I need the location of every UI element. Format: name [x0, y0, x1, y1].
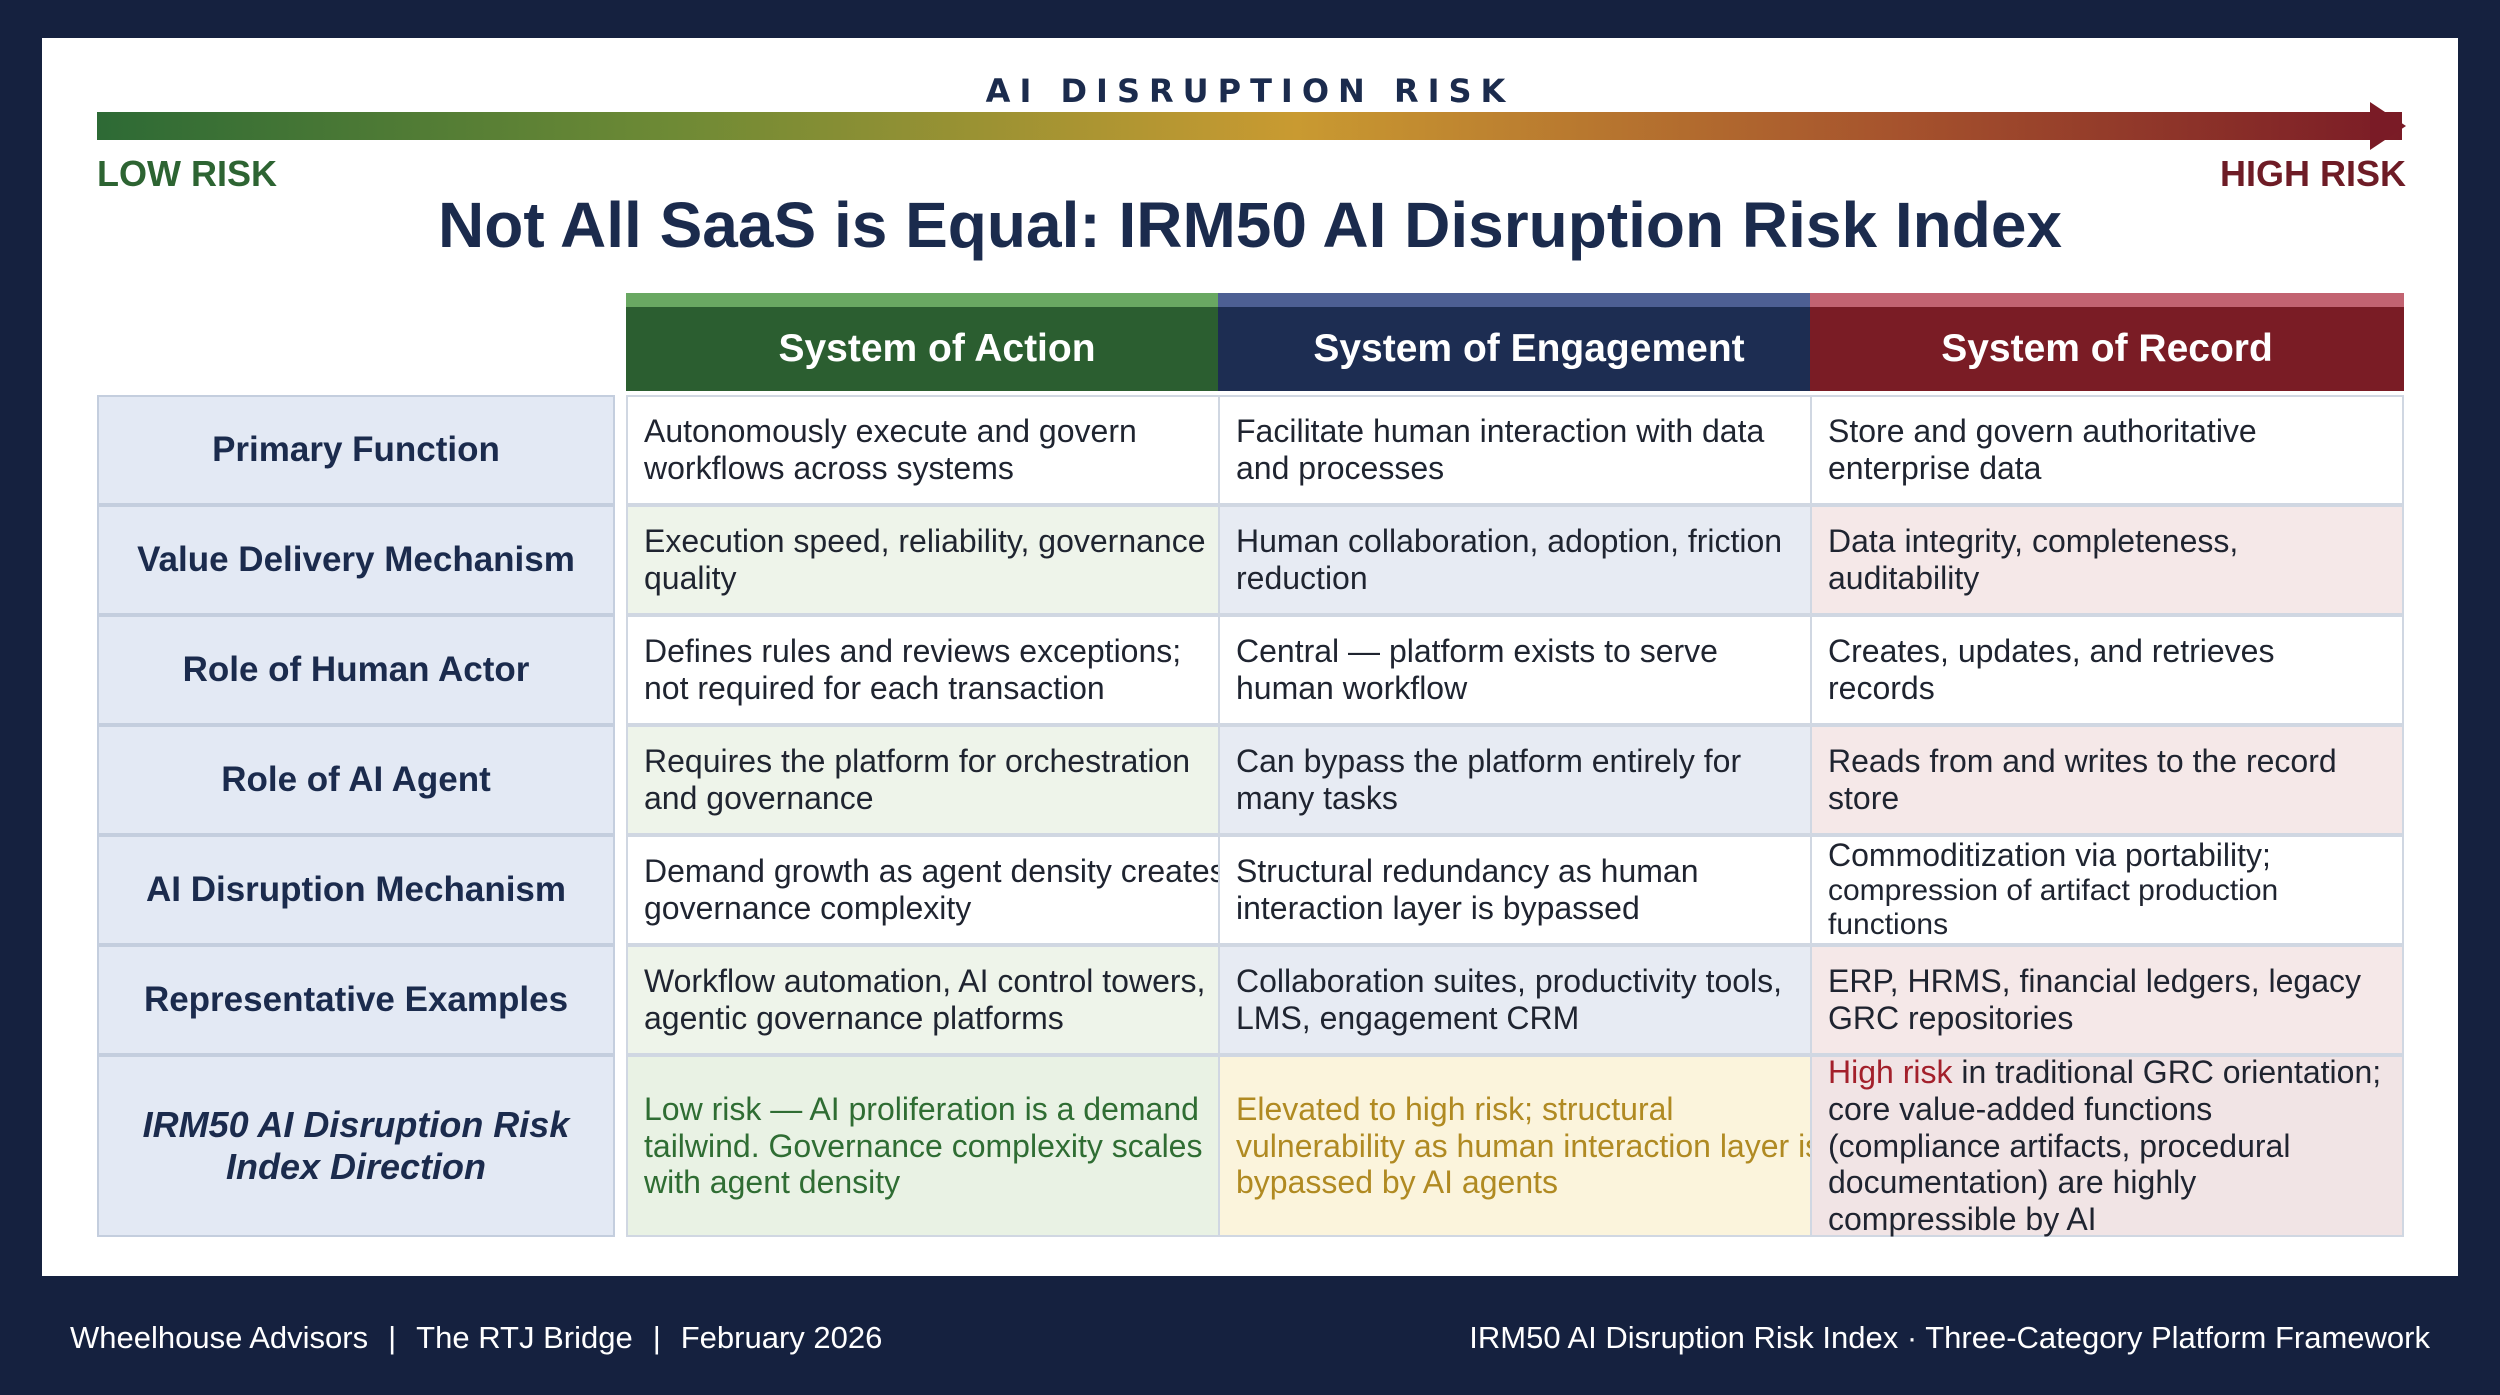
table-cell: Reads from and writes to the record stor…	[1810, 725, 2404, 835]
table-cell: Facilitate human interaction with data a…	[1218, 395, 1840, 505]
column-accent-band	[1810, 293, 2404, 307]
column-header-record: System of Record	[1810, 293, 2404, 391]
footer-separator: |	[652, 1320, 661, 1355]
row-label-disruption-mechanism: AI Disruption Mechanism	[97, 835, 615, 945]
framework-card: AI DISRUPTION RISK LOW RISK HIGH RISK No…	[42, 38, 2458, 1276]
table-cell: Creates, updates, and retrieves records	[1810, 615, 2404, 725]
table-cell: High risk in traditional GRC orientation…	[1810, 1054, 2404, 1238]
high-risk-highlight: High risk	[1828, 1054, 1953, 1091]
table-cell: Autonomously execute and govern workflow…	[626, 395, 1248, 505]
low-risk-label: LOW RISK	[97, 153, 277, 194]
column-header-label: System of Engagement	[1313, 327, 1745, 370]
table-cell: Low risk — AI proliferation is a demand …	[626, 1055, 1248, 1237]
row-label-human-actor: Role of Human Actor	[97, 615, 615, 725]
cell-text-rest: in traditional GRC orientation; core val…	[1828, 1054, 2382, 1238]
table-cell: Demand growth as agent density creates g…	[626, 835, 1248, 945]
row-label-ai-agent: Role of AI Agent	[97, 725, 615, 835]
column-header-label: System of Action	[778, 327, 1096, 370]
table-cell: Requires the platform for orchestration …	[626, 725, 1248, 835]
risk-gradient-bar	[97, 112, 2402, 140]
table-cell: Commoditization via portability; compres…	[1810, 835, 2404, 945]
high-risk-label: HIGH RISK	[2219, 153, 2406, 194]
table-cell: Data integrity, completeness, auditabili…	[1810, 505, 2404, 615]
row-label-value-delivery: Value Delivery Mechanism	[97, 505, 615, 615]
footer-separator: |	[388, 1320, 397, 1355]
row-label-representative-examples: Representative Examples	[97, 945, 615, 1055]
table-cell: Central — platform exists to serve human…	[1218, 615, 1840, 725]
footer-org: Wheelhouse Advisors	[70, 1320, 369, 1355]
table-cell: Human collaboration, adoption, friction …	[1218, 505, 1840, 615]
row-label-risk-direction: IRM50 AI Disruption Risk Index Direction	[97, 1055, 615, 1237]
column-accent-band	[1218, 293, 1840, 307]
table-cell: Workflow automation, AI control towers, …	[626, 945, 1248, 1055]
risk-scale-heading: AI DISRUPTION RISK	[985, 72, 1515, 110]
table-cell: Can bypass the platform entirely for man…	[1218, 725, 1840, 835]
table-cell: Structural redundancy as human interacti…	[1218, 835, 1840, 945]
footer-credits: Wheelhouse Advisors | The RTJ Bridge | Febru…	[70, 1320, 882, 1356]
table-cell: Elevated to high risk; structural vulner…	[1218, 1055, 1840, 1237]
page-title: Not All SaaS is Equal: IRM50 AI Disrupti…	[438, 189, 2062, 261]
column-header-label: System of Record	[1941, 327, 2273, 370]
cell-line: compression of artifact production funct…	[1828, 873, 2279, 942]
cell-text: Commoditization via portability; compres…	[1828, 837, 2386, 943]
column-accent-band	[626, 293, 1248, 307]
arrow-right-icon	[2370, 102, 2406, 150]
table-cell: Execution speed, reliability, governance…	[626, 505, 1248, 615]
cell-line: Commoditization via portability;	[1828, 837, 2271, 874]
table-cell: Store and govern authoritative enterpris…	[1810, 395, 2404, 505]
column-header-engagement: System of Engagement	[1218, 293, 1840, 391]
cell-text: High risk in traditional GRC orientation…	[1828, 1054, 2386, 1238]
footer-framework-label: IRM50 AI Disruption Risk Index · Three-C…	[1469, 1320, 2430, 1355]
table-cell: Defines rules and reviews exceptions; no…	[626, 615, 1248, 725]
column-header-action: System of Action	[626, 293, 1248, 391]
footer-date: February 2026	[680, 1320, 883, 1355]
footer-publication: The RTJ Bridge	[416, 1320, 633, 1355]
table-cell: Collaboration suites, productivity tools…	[1218, 945, 1840, 1055]
row-label-primary-function: Primary Function	[97, 395, 615, 505]
table-cell: ERP, HRMS, financial ledgers, legacy GRC…	[1810, 945, 2404, 1055]
